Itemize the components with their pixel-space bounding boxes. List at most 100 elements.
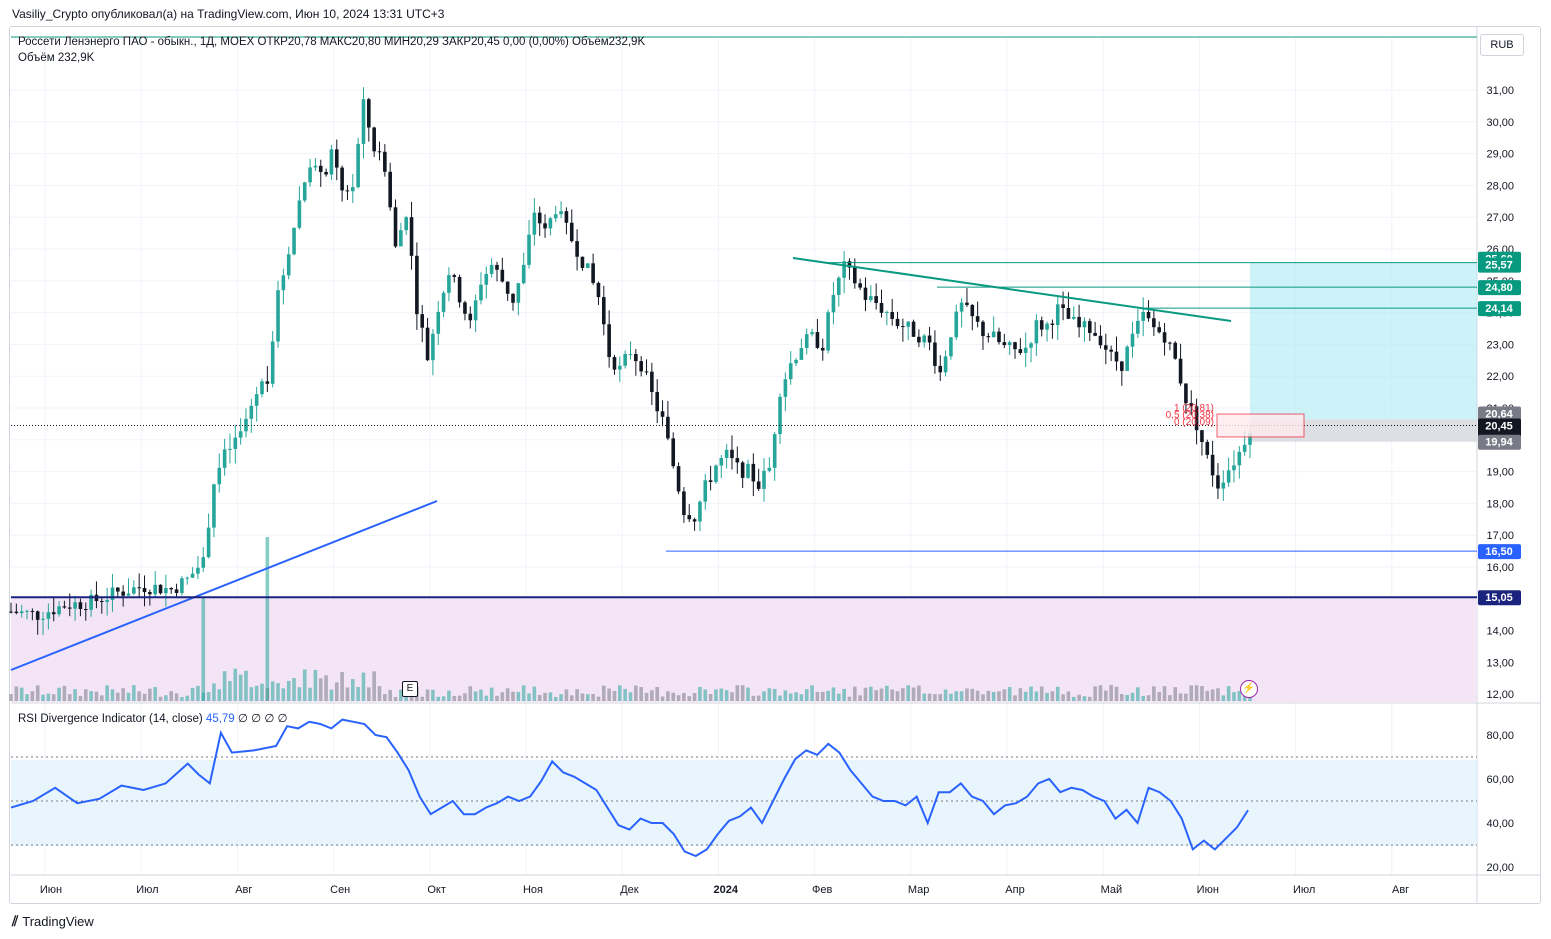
volume-bar: [628, 692, 633, 701]
candle-body: [329, 149, 334, 175]
candle-body: [377, 151, 382, 153]
volume-bar: [126, 692, 131, 701]
stop-loss-zone: [1250, 419, 1477, 442]
candle-body: [1157, 327, 1162, 333]
time-tick: Ноя: [523, 884, 543, 896]
candle-body: [30, 610, 35, 612]
time-tick: Июл: [1293, 884, 1315, 896]
candle-body: [553, 214, 558, 219]
volume-bar: [399, 689, 403, 701]
candle-body: [308, 167, 312, 183]
footer: ⫽ TradingView: [12, 913, 94, 930]
volume-bar: [158, 696, 163, 701]
candle-body: [1221, 482, 1226, 489]
volume-bar: [794, 692, 798, 701]
volume-bar: [666, 691, 670, 701]
candle-body: [14, 611, 19, 614]
candle-body: [78, 602, 83, 610]
price-tick: 12,00: [1486, 689, 1514, 701]
candle-body: [660, 411, 665, 417]
descending-trendline: [792, 257, 1232, 322]
candle-body: [67, 607, 72, 609]
time-tick: Мар: [908, 884, 930, 896]
currency-button[interactable]: RUB: [1480, 34, 1524, 56]
volume-bar: [1216, 688, 1220, 701]
candle-body: [911, 321, 916, 337]
candle-body: [591, 263, 595, 283]
volume-bar: [810, 685, 814, 701]
volume-bar: [756, 695, 761, 701]
volume-bar: [249, 687, 254, 701]
price-tick: 31,00: [1486, 85, 1514, 97]
volume-bar: [580, 693, 585, 701]
candle-body: [318, 165, 323, 172]
candle-body: [580, 256, 585, 268]
volume-bar: [94, 691, 99, 701]
ascending-trendline: [10, 500, 438, 671]
volume-bar: [169, 691, 174, 701]
candle-body: [457, 276, 462, 303]
volume-bar: [644, 692, 649, 701]
earnings-badge[interactable]: E: [402, 681, 418, 697]
volume-bar: [836, 693, 841, 701]
volume-bar: [1205, 690, 1210, 701]
candle-body: [853, 267, 857, 284]
volume-bar: [927, 693, 932, 701]
candle-body: [788, 363, 793, 380]
volume-bar: [703, 689, 708, 701]
volume-bar: [799, 694, 804, 701]
volume-bar: [196, 685, 200, 701]
candle-body: [110, 587, 115, 600]
volume-bar: [778, 695, 782, 701]
candle-body: [265, 381, 270, 384]
volume-bar: [452, 696, 457, 701]
volume-bar: [751, 695, 756, 701]
candle-body: [804, 334, 809, 349]
candle-body: [740, 462, 745, 478]
volume-bar: [1136, 687, 1140, 701]
volume-bar: [9, 694, 13, 701]
volume-bar: [735, 685, 740, 701]
time-tick: 2024: [714, 884, 739, 896]
time-tick: Дек: [620, 884, 639, 896]
volume-bar: [409, 694, 414, 701]
candle-body: [89, 594, 93, 610]
volume-bar: [174, 693, 179, 701]
candle-body: [527, 234, 531, 265]
candle-body: [399, 230, 403, 247]
price-label-box: [1478, 434, 1521, 450]
candle-body: [671, 438, 676, 467]
volume-bar: [885, 685, 889, 701]
volume-bar: [1178, 693, 1183, 701]
volume-bar: [826, 690, 830, 701]
volume-bar: [949, 693, 953, 701]
volume-bar: [495, 695, 499, 701]
time-axis: Июн Июл Авг Сен Окт Ноя Дек 2024 Фев Мар Апр Май Июн…: [40, 884, 1409, 896]
volume-bar: [1039, 686, 1044, 701]
volume-bar: [676, 695, 681, 701]
candle-body: [148, 592, 152, 595]
time-tick: Июл: [136, 884, 158, 896]
volume-bar: [585, 694, 590, 701]
volume-bar: [83, 689, 88, 701]
candle-body: [1082, 321, 1087, 328]
candle-body: [895, 318, 900, 327]
candle-body: [1194, 406, 1199, 431]
candle-body: [25, 610, 29, 612]
candle-body: [212, 484, 216, 528]
rsi-line: [10, 718, 1249, 858]
volume-bar: [639, 687, 643, 701]
fib-label: 0,5 (20,38): [1166, 410, 1214, 421]
candle-body: [687, 515, 692, 520]
volume-bar: [559, 694, 563, 701]
volume-bar: [25, 694, 29, 701]
candle-body: [51, 612, 56, 615]
zones: [11, 262, 1477, 846]
candle-body: [751, 463, 756, 482]
volume-bar: [78, 695, 83, 701]
chart-frame: [9, 26, 1541, 904]
volume-spike: [265, 537, 270, 701]
candle-body: [46, 612, 51, 619]
lightning-icon[interactable]: ⚡: [1240, 680, 1258, 698]
